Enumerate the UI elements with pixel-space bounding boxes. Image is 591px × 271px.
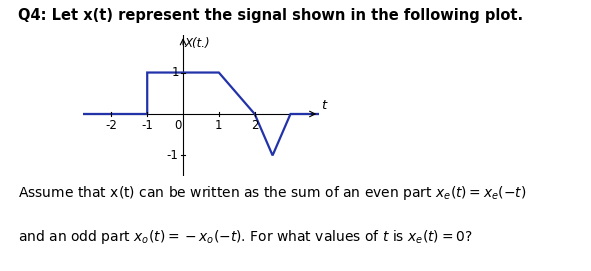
Text: and an odd part $x_o(t) = -x_o(-t)$. For what values of $t$ is $x_e(t) = 0$?: and an odd part $x_o(t) = -x_o(-t)$. For… (18, 228, 472, 246)
Text: 1: 1 (215, 119, 223, 132)
Text: Q4: Let x(t) represent the signal shown in the following plot.: Q4: Let x(t) represent the signal shown … (18, 8, 523, 23)
Text: 1: 1 (171, 66, 178, 79)
Text: 2: 2 (251, 119, 258, 132)
Text: Assume that x(t) can be written as the sum of an even part $x_e(t) = x_e(-t)$: Assume that x(t) can be written as the s… (18, 184, 526, 202)
Text: -2: -2 (105, 119, 118, 132)
Text: X(t.): X(t.) (185, 37, 210, 50)
Text: t: t (321, 99, 326, 112)
Text: -1: -1 (141, 119, 153, 132)
Text: 0: 0 (174, 119, 181, 132)
Text: -1: -1 (167, 149, 178, 162)
